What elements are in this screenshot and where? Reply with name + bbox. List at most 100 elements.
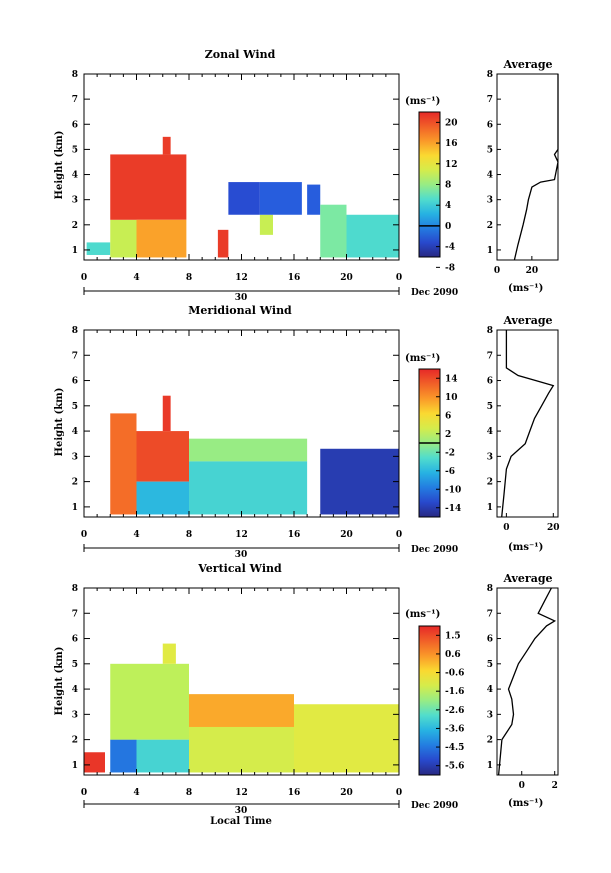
average-y-tick-label: 1 [487,761,493,771]
y-tick-label: 2 [72,221,78,231]
heatmap-plot [84,643,399,773]
colorbar-tick-label: 10 [445,393,458,403]
average-y-tick-label: 6 [487,377,493,387]
x-tick-label: 8 [186,273,192,283]
x-axis-ticks: 0 4 8 12 16 20 0 [81,74,402,283]
heatmap-cell [189,726,294,773]
colorbar: 20 16 12 8 4 0 -4 -8 [418,111,458,273]
average-y-tick-label: 6 [487,120,493,130]
heatmap-cell [259,182,302,215]
colorbar-tick-label: 8 [445,181,451,191]
y-tick-label: 5 [72,402,78,412]
average-profile-line [513,74,559,261]
y-axis-label: Height (km) [54,388,65,457]
heatmap-cell [162,643,176,664]
date-month-year-label: Dec 2090 [411,288,458,298]
heatmap-cell [136,219,187,258]
heatmap-plot [86,136,399,258]
heatmap-cell [320,204,347,258]
y-tick-label: 2 [72,736,78,746]
y-tick-label: 8 [72,326,78,336]
colorbar-unit: (ms⁻¹) [405,609,440,620]
colorbar: 14 10 6 2 -2 -6 -10 -14 [418,368,461,518]
colorbar-unit: (ms⁻¹) [405,96,440,107]
x-axis-ticks: 0 4 8 12 16 20 0 [81,330,402,540]
average-x-tick-label: 0 [519,781,525,791]
average-y-tick-label: 3 [487,196,493,206]
x-tick-label: 16 [288,530,301,540]
colorbar-tick-label: -5.6 [445,762,464,772]
y-tick-label: 3 [72,710,78,720]
average-y-tick-label: 7 [487,95,493,105]
x-tick-label: 0 [396,273,402,283]
heatmap-cell [307,184,321,215]
heatmap-cell [136,739,189,773]
average-y-tick-label: 4 [487,427,493,437]
colorbar: 1.5 0.6 -0.6 -1.6 -2.6 -3.6 -4.5 -5.6 [418,625,464,776]
x-tick-label: 0 [81,530,87,540]
y-tick-label: 1 [72,761,78,771]
y-axis-ticks: 1 2 3 4 5 6 7 8 [72,584,399,771]
heatmap-cell [189,694,294,727]
y-tick-label: 7 [72,609,78,619]
meridional-wind-panel: Meridional Wind Height (km) 0 4 8 12 16 20 0 1… [54,304,560,560]
heatmap-cell [162,136,171,155]
average-y-tick-label: 3 [487,710,493,720]
colorbar-gradient [418,625,441,776]
heatmap-cell [110,413,137,515]
average-y-tick-label: 2 [487,736,493,746]
average-x-tick-label: 0 [494,266,500,276]
y-tick-label: 2 [72,478,78,488]
zonal-wind-panel: Zonal Wind Height (km) 0 4 8 12 16 20 0 123456… [54,48,559,303]
heatmap-cell [217,229,229,258]
colorbar-tick-label: -10 [445,485,461,495]
y-tick-label: 4 [72,685,78,695]
heatmap-cell [162,395,171,432]
colorbar-tick-label: 4 [445,201,451,211]
heatmap-cell [110,663,189,740]
heatmap-cell [320,448,399,515]
average-y-tick-label: 6 [487,635,493,645]
panel-title: Meridional Wind [188,304,292,317]
x-tick-label: 4 [133,788,139,798]
heatmap-cell [189,461,308,515]
y-tick-label: 6 [72,377,78,387]
average-y-tick-label: 4 [487,685,493,695]
colorbar-tick-label: -8 [445,263,455,273]
x-tick-label: 8 [186,530,192,540]
date-bar: 30 Dec 2090 [83,287,458,303]
average-x-tick-label: 2 [552,781,558,791]
y-tick-label: 8 [72,584,78,594]
heatmap-cell [346,214,399,258]
y-axis-label: Height (km) [54,131,65,200]
y-axis-ticks: 1 2 3 4 5 6 7 8 [72,70,399,256]
colorbar-tick-label: 2 [445,430,451,440]
average-y-tick-label: 5 [487,145,493,155]
x-tick-label: 16 [288,788,301,798]
y-tick-label: 1 [72,246,78,256]
average-profile-line [497,587,557,776]
colorbar-tick-label: -6 [445,467,455,477]
average-y-tick-label: 8 [487,584,493,594]
x-tick-label: 20 [340,530,353,540]
x-tick-label: 0 [396,530,402,540]
heatmap-cell [110,154,187,220]
average-y-tick-label: 5 [487,660,493,670]
average-y-tick-label: 7 [487,609,493,619]
y-tick-label: 6 [72,120,78,130]
colorbar-tick-label: -0.6 [445,669,464,679]
x-axis-label: Local Time [210,816,272,827]
colorbar-tick-label: 20 [445,118,458,128]
colorbar-tick-label: -2.6 [445,706,464,716]
colorbar-tick-label: 0.6 [445,650,461,660]
average-unit: (ms⁻¹) [508,798,543,809]
heatmap-cell [110,739,137,773]
y-tick-label: 6 [72,635,78,645]
date-day-label: 30 [235,806,248,816]
x-tick-label: 4 [133,273,139,283]
x-tick-label: 0 [81,788,87,798]
x-tick-label: 16 [288,273,301,283]
y-tick-label: 4 [72,171,78,181]
y-axis-label: Height (km) [54,647,65,716]
x-axis-ticks: 0 4 8 12 16 20 0 [81,588,402,798]
